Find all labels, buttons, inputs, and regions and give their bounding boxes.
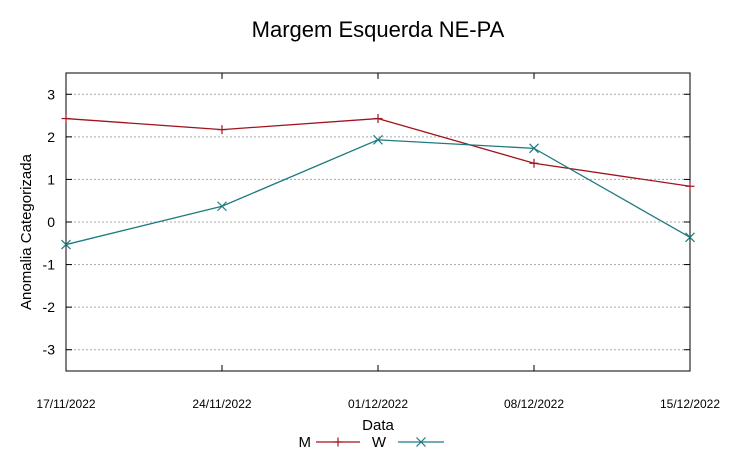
- data-point-M: [217, 125, 227, 135]
- y-tick-label: 2: [47, 129, 55, 145]
- y-tick-label: -3: [43, 342, 56, 358]
- y-tick-label: 1: [47, 171, 55, 187]
- grid-lines: [66, 93, 690, 351]
- legend-label-M: M: [299, 434, 312, 451]
- series-line-W: [65, 139, 691, 246]
- legend-marker-M: [333, 437, 343, 447]
- x-tick-label: 01/12/2022: [348, 397, 408, 411]
- series-line-M: [65, 117, 691, 187]
- x-tick-label: 08/12/2022: [504, 397, 564, 411]
- x-tick-label: 24/11/2022: [192, 397, 251, 411]
- data-point-M: [529, 158, 539, 168]
- x-axis-label: Data: [362, 417, 394, 434]
- y-axis: -3 -2 -1 0 1 2 3: [43, 86, 690, 358]
- y-tick-label: 0: [47, 214, 55, 230]
- data-point-M: [373, 114, 383, 124]
- series-group: [61, 114, 695, 250]
- data-point-M: [685, 181, 695, 191]
- data-point-W: [685, 232, 695, 243]
- x-tick-label: 17/11/2022: [36, 397, 95, 411]
- data-point-W: [217, 201, 227, 212]
- chart-title: Margem Esquerda NE-PA: [252, 17, 505, 42]
- data-point-M: [61, 114, 71, 124]
- y-axis-label: Anomalia Categorizada: [18, 153, 35, 310]
- data-point-W: [373, 134, 383, 145]
- x-tick-label: 15/12/2022: [660, 397, 720, 411]
- data-point-W: [61, 239, 71, 250]
- x-axis: 17/11/2022 24/11/2022 01/12/2022 08/12/2022…: [36, 73, 720, 411]
- y-tick-label: -2: [43, 299, 56, 315]
- legend-marker-W: [416, 437, 426, 447]
- data-point-W: [529, 143, 539, 154]
- legend-label-W: W: [372, 434, 387, 451]
- y-tick-label: -1: [43, 257, 56, 273]
- y-tick-label: 3: [47, 86, 55, 102]
